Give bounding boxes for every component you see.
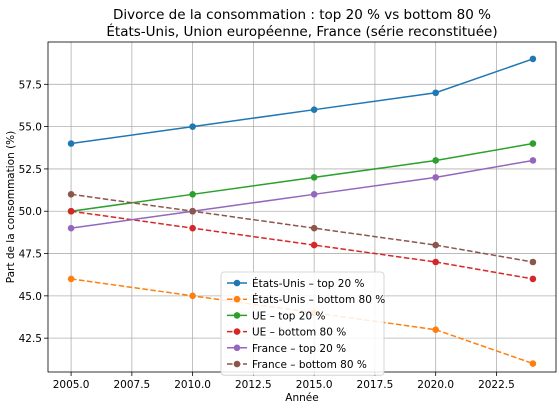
legend-label: France – bottom 80 %: [252, 359, 367, 371]
legend-label: UE – bottom 80 %: [252, 327, 346, 339]
data-point: [529, 55, 537, 63]
legend-box: [220, 271, 385, 376]
data-point: [189, 123, 196, 130]
data-point: [310, 224, 318, 232]
data-point: [529, 258, 537, 266]
y-tick-label: 55.0: [19, 122, 42, 134]
legend-item: États-Unis – top 20 %: [227, 277, 364, 290]
legend-label: UE – top 20 %: [252, 310, 325, 322]
chart-subtitle: États-Unis, Union européenne, France (sé…: [106, 23, 497, 40]
data-point: [432, 258, 439, 266]
y-axis-label: Part de la consommation (%): [5, 131, 17, 283]
data-point: [529, 275, 537, 283]
data-point: [310, 174, 318, 181]
data-point: [432, 241, 439, 249]
series-line: [70, 142, 534, 212]
data-point: [310, 241, 318, 249]
legend-marker: [233, 279, 241, 287]
series-2: [67, 140, 537, 215]
grid: [48, 42, 556, 372]
data-point: [189, 292, 196, 300]
series-3: [67, 207, 537, 283]
legend-marker: [233, 328, 241, 335]
series-line: [70, 159, 534, 229]
legend-marker: [233, 312, 241, 319]
data-point: [310, 191, 318, 198]
legend-label: France – top 20 %: [252, 343, 346, 355]
legend-item: UE – bottom 80 %: [227, 327, 346, 339]
y-axis: 42.5 45.0 47.5 50.0 52.5 55.0 57.5: [19, 79, 48, 345]
y-tick-label: 42.5: [19, 333, 42, 345]
legend-label: États-Unis – top 20 %: [252, 277, 364, 290]
x-tick-label: 2022.5: [478, 379, 515, 391]
y-tick-label: 50.0: [19, 206, 42, 218]
x-tick-label: 2020.0: [417, 379, 454, 391]
x-tick-label: 2005.0: [53, 379, 90, 391]
legend: États-Unis – top 20 % États-Unis – bottom…: [220, 271, 385, 376]
y-tick-label: 52.5: [19, 164, 42, 176]
data-point: [432, 326, 439, 333]
y-tick-label: 45.0: [19, 291, 42, 303]
x-axis-label: Année: [285, 392, 318, 404]
x-tick-label: 2017.5: [357, 379, 394, 391]
legend-marker: [233, 344, 241, 352]
legend-item: UE – top 20 %: [227, 310, 325, 322]
y-tick-label: 47.5: [19, 249, 42, 261]
series-line: [70, 210, 534, 280]
data-point: [432, 174, 439, 181]
y-tick-label: 57.5: [19, 79, 42, 91]
legend-item: États-Unis – bottom 80 %: [227, 293, 385, 306]
data-point: [67, 275, 75, 283]
x-axis: 2005.0 2007.5 2010.0 2012.5 2015.0 2017.5 2020…: [53, 372, 515, 391]
data-point: [67, 140, 75, 147]
legend-label: États-Unis – bottom 80 %: [252, 293, 385, 306]
legend-item: France – top 20 %: [227, 343, 346, 355]
data-point: [67, 224, 75, 232]
legend-marker: [233, 295, 241, 303]
data-point: [67, 207, 75, 215]
x-tick-label: 2012.5: [235, 379, 272, 391]
x-tick-label: 2007.5: [113, 379, 150, 391]
data-point: [529, 140, 537, 147]
x-tick-label: 2015.0: [296, 379, 333, 391]
data-point: [189, 191, 196, 198]
data-point: [189, 224, 196, 232]
series-0: [67, 55, 537, 147]
series-line: [70, 193, 534, 263]
data-point: [529, 157, 537, 164]
data-point: [529, 360, 537, 367]
series-5: [67, 191, 537, 266]
chart-title: Divorce de la consommation : top 20 % vs…: [113, 7, 491, 23]
data-point: [310, 106, 318, 113]
legend-marker: [233, 360, 241, 368]
x-tick-label: 2010.0: [174, 379, 211, 391]
data-point: [189, 207, 196, 215]
legend-item: France – bottom 80 %: [227, 359, 367, 371]
data-point: [432, 89, 439, 97]
data-point: [67, 191, 75, 198]
series-line: [70, 58, 534, 145]
data-point: [432, 157, 439, 164]
